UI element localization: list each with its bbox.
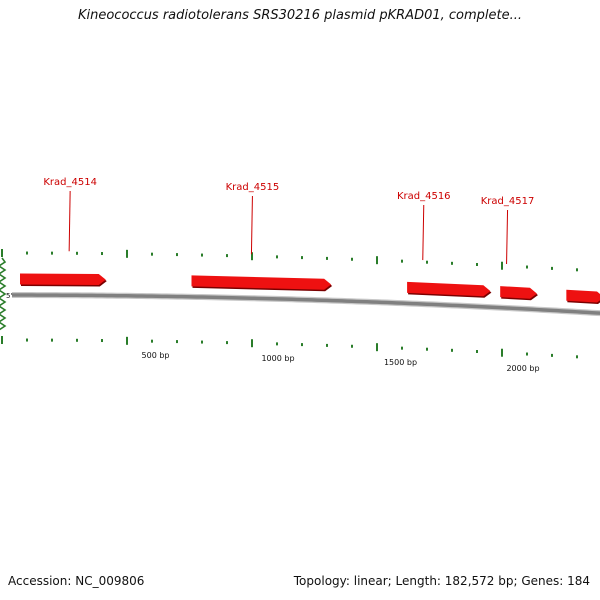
gene-labels: Krad_4514 Krad_4515 Krad_4516 Krad_4517 bbox=[43, 177, 535, 265]
scale-labels: 500 bp 1000 bp 1500 bp 2000 bp bbox=[142, 351, 540, 373]
sequence-backbone[interactable] bbox=[12, 293, 600, 315]
scale-label: 1500 bp bbox=[384, 358, 417, 367]
gene-label: Krad_4516 bbox=[397, 191, 451, 202]
gene-label-leader bbox=[506, 209, 509, 265]
topology-summary: Topology: linear; Length: 182,572 bp; Ge… bbox=[293, 574, 590, 588]
gene-arrow[interactable] bbox=[500, 286, 537, 299]
scale-label: 500 bp bbox=[142, 351, 170, 360]
five-prime-label: 5' bbox=[6, 292, 12, 300]
gene-label: Krad_4514 bbox=[43, 177, 97, 188]
map-title: Kineococcus radiotolerans SRS30216 plasm… bbox=[77, 8, 523, 23]
gene-label-leader bbox=[250, 195, 253, 255]
tick-row-top bbox=[1, 249, 578, 272]
gene-arrow[interactable] bbox=[20, 273, 106, 286]
gene-features bbox=[20, 273, 600, 304]
scale-label: 1000 bp bbox=[261, 354, 294, 363]
tick-row-bottom bbox=[1, 336, 578, 359]
gene-label: Krad_4517 bbox=[481, 196, 535, 207]
gene-label-leader bbox=[422, 204, 425, 261]
gene-arrow[interactable] bbox=[407, 281, 491, 297]
gene-arrow[interactable] bbox=[566, 289, 600, 303]
sequence-end-zigzag bbox=[0, 257, 7, 331]
scale-label: 2000 bp bbox=[506, 364, 539, 373]
gene-label-leader bbox=[68, 190, 71, 252]
accession-label: Accession: NC_009806 bbox=[8, 574, 145, 588]
gene-label: Krad_4515 bbox=[226, 182, 280, 193]
gene-arrow[interactable] bbox=[191, 275, 332, 290]
